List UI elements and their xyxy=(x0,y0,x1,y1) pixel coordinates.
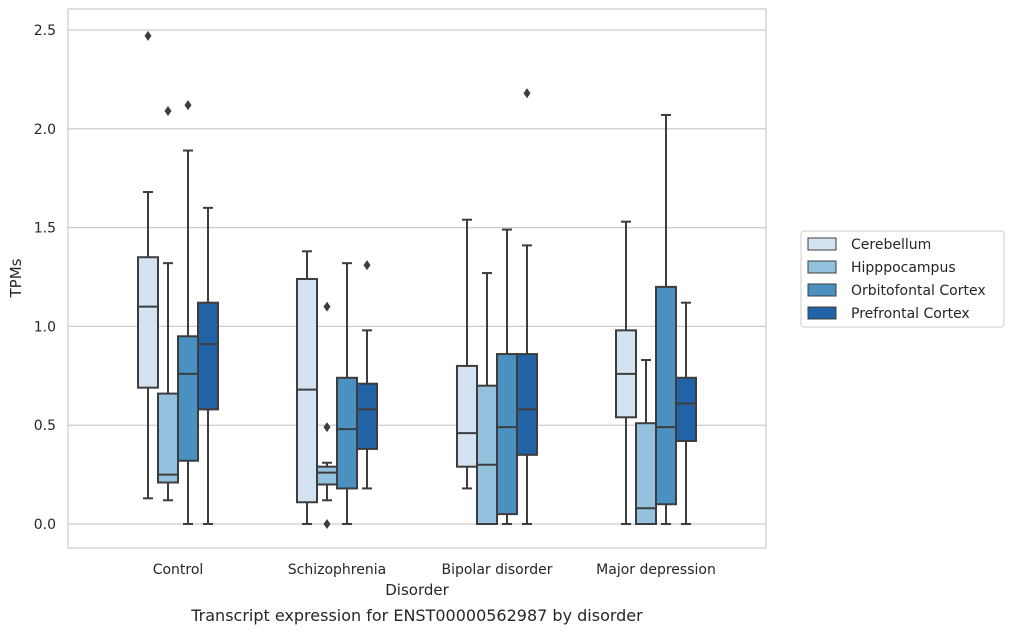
box-body xyxy=(675,376,697,443)
box xyxy=(157,106,179,502)
outlier-point xyxy=(184,100,192,111)
legend-items: Cerebellum Hipppocampus Orbitofontal Corte… xyxy=(807,237,986,322)
x-tick-label: Schizophrenia xyxy=(288,562,386,578)
box xyxy=(197,206,219,525)
y-tick-label: 2.5 xyxy=(34,23,56,39)
box-body xyxy=(336,376,358,490)
chart-caption: Transcript expression for ENST0000056298… xyxy=(191,606,643,625)
y-tick-labels: 0.0 0.5 1.0 1.5 2.0 2.5 xyxy=(34,23,56,533)
y-tick-label: 1.5 xyxy=(34,221,56,237)
y-axis-label: TPMs xyxy=(7,258,25,298)
x-tick-label: Bipolar disorder xyxy=(441,562,552,578)
outlier-point xyxy=(323,422,331,433)
legend-swatch xyxy=(807,306,837,320)
legend: Cerebellum Hipppocampus Orbitofontal Corte… xyxy=(800,230,1005,328)
y-tick-label: 2.0 xyxy=(34,122,56,138)
box-body xyxy=(197,301,219,411)
series-cerebellum xyxy=(137,30,637,525)
series-prefrontal-cortex xyxy=(197,88,697,525)
legend-label: Cerebellum xyxy=(851,237,931,253)
box xyxy=(336,262,358,525)
y-tick-label: 0.0 xyxy=(34,517,56,533)
x-tick-labels: Control Schizophrenia Bipolar disorder Majo… xyxy=(153,562,716,578)
box-body xyxy=(356,382,378,450)
series-hipppocampus xyxy=(157,106,657,529)
legend-label: Prefrontal Cortex xyxy=(851,306,970,322)
box-body xyxy=(516,353,538,456)
legend-swatch xyxy=(807,260,837,274)
box xyxy=(296,250,318,525)
box xyxy=(516,88,538,525)
box-body xyxy=(456,364,478,468)
x-axis-label: Disorder xyxy=(385,581,449,599)
box xyxy=(177,100,199,525)
legend-frame xyxy=(800,230,1005,328)
y-tick-label: 1.0 xyxy=(34,319,56,335)
box xyxy=(615,220,637,525)
box-body xyxy=(655,285,677,506)
x-tick-label: Control xyxy=(153,562,204,578)
outlier-point xyxy=(144,30,152,41)
legend-label: Hipppocampus xyxy=(851,260,956,276)
box xyxy=(675,301,697,525)
box-body xyxy=(316,465,338,486)
outlier-point xyxy=(523,88,531,99)
legend-label: Orbitofontal Cortex xyxy=(851,283,986,299)
box xyxy=(137,30,159,500)
outlier-point xyxy=(363,260,371,271)
outlier-point xyxy=(323,519,331,529)
legend-swatch xyxy=(807,237,837,251)
box xyxy=(456,218,478,490)
box-body xyxy=(157,392,179,484)
legend-swatch xyxy=(807,283,837,297)
x-tick-label: Major depression xyxy=(596,562,716,578)
box-series xyxy=(137,30,697,529)
series-orbitofontal-cortex xyxy=(177,100,677,525)
box-body xyxy=(476,384,498,525)
box xyxy=(635,358,657,525)
box-body xyxy=(496,353,518,516)
box xyxy=(356,260,378,490)
y-tick-label: 0.5 xyxy=(34,418,56,434)
box-body xyxy=(177,335,199,462)
outlier-point xyxy=(323,301,331,312)
outlier-point xyxy=(164,106,172,117)
box-body xyxy=(137,256,159,389)
